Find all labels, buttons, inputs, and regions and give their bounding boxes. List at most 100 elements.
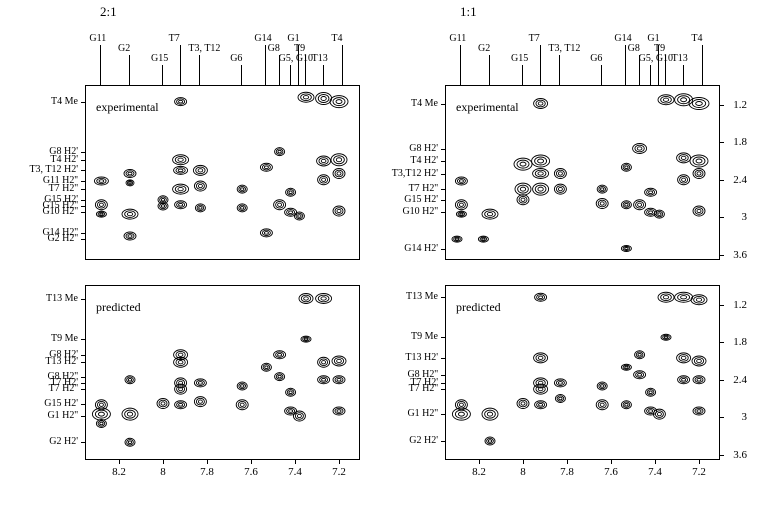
top-label: G15 <box>511 53 528 64</box>
ylabel-tick <box>81 206 86 207</box>
ylabel: G10 H2'' <box>402 206 438 217</box>
ylabel-tick <box>81 416 86 417</box>
xtick-label: 8 <box>520 466 526 478</box>
ytick-label: 1.8 <box>733 336 747 348</box>
top-tick <box>489 55 490 85</box>
top-label: T4 <box>691 33 702 44</box>
xtick <box>163 459 164 464</box>
ylabel-tick <box>441 200 446 201</box>
xtick <box>339 459 340 464</box>
ylabel-tick <box>81 233 86 234</box>
xtick <box>523 459 524 464</box>
ylabel: T3,T12 H2' <box>392 168 438 179</box>
ylabel-tick <box>441 212 446 213</box>
ylabel: T4 H2' <box>410 155 438 166</box>
ylabel: T9 Me <box>411 331 438 342</box>
xtick-label: 8.2 <box>472 466 486 478</box>
top-label: G6 <box>590 53 602 64</box>
ylabel: T13 H2' <box>45 356 78 367</box>
ylabel: T9 Me <box>51 333 78 344</box>
ytick-label: 2.4 <box>733 374 747 386</box>
ylabel: G2 H2' <box>49 436 78 447</box>
xtick <box>251 459 252 464</box>
top-label: T4 <box>331 33 342 44</box>
ytick <box>719 142 724 143</box>
peaks-exp_21 <box>86 86 359 259</box>
ytick <box>719 305 724 306</box>
ylabel-tick <box>441 161 446 162</box>
ylabel-tick <box>81 362 86 363</box>
ylabel-tick <box>81 189 86 190</box>
ylabel: T13 Me <box>406 291 438 302</box>
xtick-label: 7.6 <box>244 466 258 478</box>
ytick <box>719 417 724 418</box>
ylabel: G14 H2' <box>404 243 438 254</box>
ylabel: T7 H2'' <box>49 383 78 394</box>
ylabel: T4 Me <box>411 98 438 109</box>
ylabel-tick <box>441 441 446 442</box>
top-label: T13 <box>312 53 328 64</box>
ylabel: T7 H2'' <box>49 183 78 194</box>
ylabel: T13 Me <box>46 293 78 304</box>
top-tick <box>342 45 343 85</box>
xtick <box>567 459 568 464</box>
top-label: G11 <box>89 33 106 44</box>
ylabel-tick <box>81 355 86 356</box>
ylabel: G1 H2'' <box>47 410 78 421</box>
top-tick <box>290 65 291 85</box>
ylabel-tick <box>81 442 86 443</box>
column-title-right: 1:1 <box>460 4 477 20</box>
peaks-pred_21 <box>86 286 359 459</box>
xtick-label: 8.2 <box>112 466 126 478</box>
ylabel-tick <box>441 249 446 250</box>
xtick-label: 7.6 <box>604 466 618 478</box>
xtick <box>655 459 656 464</box>
top-tick <box>522 65 523 85</box>
top-label: G5, G10 <box>279 53 313 64</box>
ylabel-tick <box>441 389 446 390</box>
ylabel: G15 H2' <box>404 194 438 205</box>
ylabel-tick <box>441 104 446 105</box>
top-tick <box>683 65 684 85</box>
top-label: G2 <box>478 43 490 54</box>
top-tick <box>702 45 703 85</box>
ytick <box>719 217 724 218</box>
peaks-exp_11 <box>446 86 719 259</box>
panel-pred_11: predicted8.287.87.67.47.21.21.82.433.6T1… <box>445 285 720 460</box>
ylabel-tick <box>81 383 86 384</box>
ytick <box>719 105 724 106</box>
xtick <box>699 459 700 464</box>
ytick-label: 1.2 <box>733 99 747 111</box>
top-tick <box>559 55 560 85</box>
xtick-label: 7.4 <box>648 466 662 478</box>
top-tick <box>241 65 242 85</box>
ylabel-tick <box>81 339 86 340</box>
top-tick <box>265 45 266 85</box>
top-tick <box>601 65 602 85</box>
xtick <box>295 459 296 464</box>
ylabel-tick <box>441 337 446 338</box>
top-tick <box>100 45 101 85</box>
ylabel: T3, T12 H2' <box>29 164 78 175</box>
ylabel-tick <box>81 200 86 201</box>
ytick-label: 2.4 <box>733 174 747 186</box>
ylabel-tick <box>81 239 86 240</box>
ytick-label: 3 <box>742 411 748 423</box>
ylabel: T4 Me <box>51 96 78 107</box>
ylabel: G2 H2' <box>409 435 438 446</box>
panel-exp_11: experimental1.21.82.433.6T4 MeG8 H2'T4 H… <box>445 85 720 260</box>
xtick-label: 8 <box>160 466 166 478</box>
xtick <box>479 459 480 464</box>
top-tick <box>650 65 651 85</box>
ylabel-tick <box>81 181 86 182</box>
peaks-pred_11 <box>446 286 719 459</box>
ylabel-tick <box>441 174 446 175</box>
ytick <box>719 255 724 256</box>
ylabel-tick <box>441 383 446 384</box>
ylabel-tick <box>81 152 86 153</box>
ytick-label: 3.6 <box>733 249 747 261</box>
ytick <box>719 380 724 381</box>
ylabel: T7 H2'' <box>409 183 438 194</box>
top-tick <box>180 45 181 85</box>
top-label: T9 <box>294 43 305 54</box>
